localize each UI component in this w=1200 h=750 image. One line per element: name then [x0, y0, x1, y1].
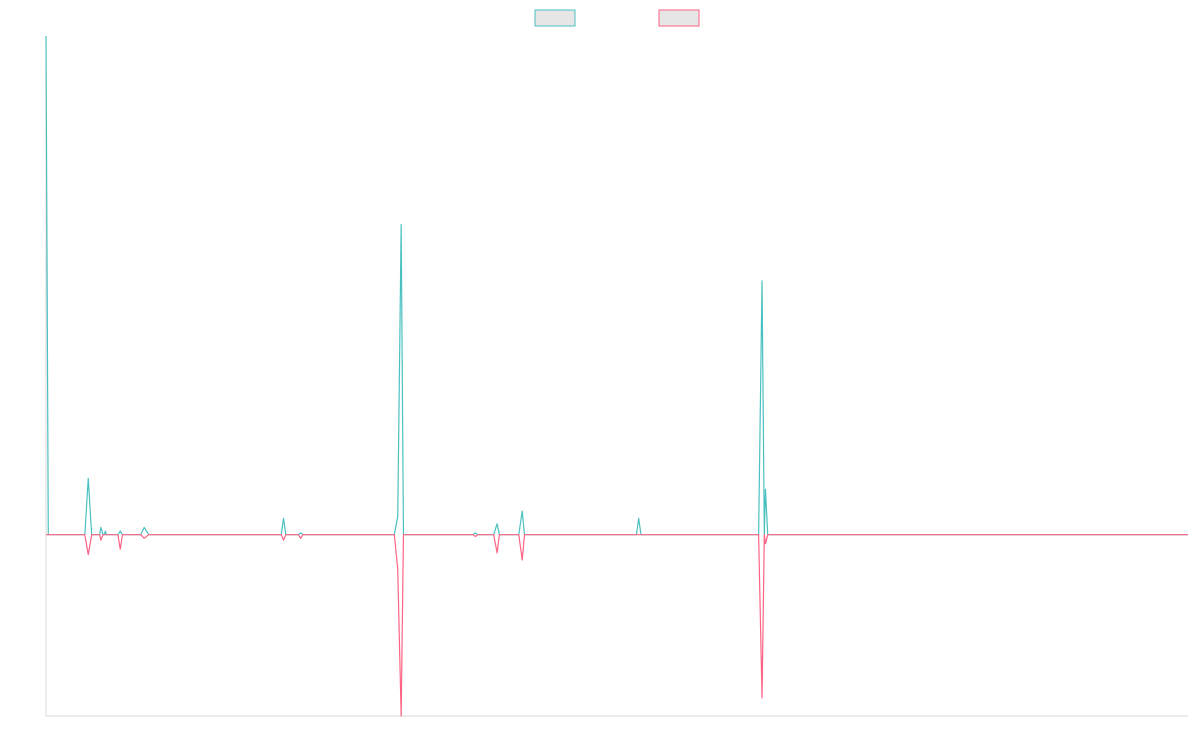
- legend[interactable]: [534, 9, 700, 27]
- series-line-1: [45, 35, 1188, 536]
- series-line-2: [46, 534, 1188, 717]
- legend-swatch-1[interactable]: [534, 9, 576, 27]
- legend-swatch-2[interactable]: [658, 9, 700, 27]
- series-layer: [45, 35, 1188, 717]
